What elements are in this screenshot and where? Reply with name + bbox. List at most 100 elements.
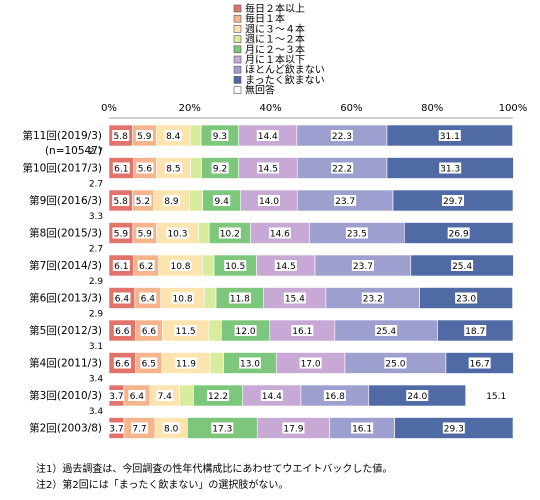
data-label-bg bbox=[134, 195, 152, 206]
data-label-bg bbox=[131, 422, 149, 434]
data-label-bg bbox=[112, 195, 130, 206]
data-label-bg bbox=[468, 357, 491, 369]
bar-segment bbox=[179, 384, 194, 407]
legend-label: 月に２～３本 bbox=[245, 43, 305, 56]
data-label: 14.5 bbox=[258, 165, 278, 175]
legend-label: 月に１本以下 bbox=[245, 53, 305, 66]
data-label: 11.9 bbox=[176, 360, 196, 370]
data-label-bg bbox=[257, 195, 280, 206]
row-label: 第7回(2014/3) bbox=[29, 259, 102, 272]
data-label: 10.5 bbox=[225, 262, 245, 272]
data-label-bg bbox=[291, 325, 314, 336]
data-label-bg bbox=[211, 130, 229, 141]
data-label: 29.7 bbox=[443, 197, 463, 207]
data-label: 6.6 bbox=[115, 327, 130, 337]
data-label-bg bbox=[464, 325, 487, 336]
row-sublabel: (n=10547) bbox=[45, 145, 102, 157]
data-label: 13.0 bbox=[240, 360, 260, 370]
x-tick-label: 80% bbox=[421, 103, 443, 114]
data-label-bg bbox=[330, 130, 353, 141]
legend-swatch bbox=[233, 4, 242, 13]
data-label-bg bbox=[112, 130, 130, 141]
data-label: 3.7 bbox=[109, 425, 123, 435]
data-label: 8.0 bbox=[164, 425, 179, 435]
data-label-bg bbox=[228, 292, 251, 304]
data-label: 16.7 bbox=[470, 360, 490, 370]
data-label: 5.9 bbox=[137, 132, 152, 142]
row-label: 第4回(2011/3) bbox=[29, 357, 102, 370]
row-label: 第2回(2003/8) bbox=[29, 422, 102, 435]
data-label: 22.2 bbox=[332, 165, 352, 175]
data-label-bg bbox=[169, 260, 192, 271]
data-label-bg bbox=[162, 422, 180, 434]
data-label: 6.4 bbox=[141, 295, 156, 305]
data-label: 9.3 bbox=[213, 132, 227, 142]
legend-swatch bbox=[233, 25, 242, 33]
data-label-bg bbox=[112, 162, 130, 174]
data-label: 2.7 bbox=[89, 180, 103, 190]
data-label-bg bbox=[140, 357, 158, 369]
legend-swatch bbox=[233, 45, 242, 54]
footnote-1: 注1）過去調査は、今回調査の性年代構成比にあわせてウエイトバックした値。 bbox=[36, 464, 393, 475]
legend-swatch bbox=[233, 14, 242, 23]
data-label-bg bbox=[140, 325, 158, 336]
data-label-bg bbox=[162, 195, 180, 206]
data-label: 17.0 bbox=[301, 360, 321, 370]
data-label: 2.9 bbox=[89, 310, 104, 320]
legend-swatch bbox=[233, 35, 242, 43]
data-label: 5.8 bbox=[114, 197, 129, 207]
data-label: 22.3 bbox=[332, 132, 352, 142]
row-label: 第6回(2013/3) bbox=[29, 292, 102, 305]
data-label: 7.4 bbox=[158, 392, 173, 402]
data-label: 2.7 bbox=[89, 147, 103, 157]
data-label: 16.1 bbox=[352, 425, 372, 435]
legend-swatch bbox=[233, 65, 242, 74]
data-label-bg bbox=[282, 422, 305, 434]
data-label-bg bbox=[112, 227, 130, 239]
data-label: 16.8 bbox=[325, 392, 345, 402]
data-label-bg bbox=[268, 227, 291, 239]
data-label: 23.2 bbox=[363, 295, 383, 305]
data-label-bg bbox=[238, 357, 261, 369]
x-tick-label: 0% bbox=[101, 103, 117, 114]
data-label: 11.5 bbox=[176, 327, 196, 337]
data-label: 5.9 bbox=[138, 230, 153, 240]
data-label-bg bbox=[234, 325, 257, 336]
data-label: 14.4 bbox=[262, 392, 282, 402]
data-label: 6.5 bbox=[142, 360, 156, 370]
data-label: 3.4 bbox=[89, 375, 104, 385]
data-label: 16.1 bbox=[292, 327, 312, 337]
bar-segment bbox=[202, 254, 215, 277]
data-label: 23.7 bbox=[353, 262, 373, 272]
data-label: 3.3 bbox=[89, 212, 103, 222]
data-label-bg bbox=[136, 162, 154, 174]
data-label: 5.8 bbox=[114, 132, 129, 142]
data-label: 7.7 bbox=[132, 425, 146, 435]
data-label-bg bbox=[331, 162, 354, 174]
data-label: 11.8 bbox=[230, 295, 250, 305]
x-tick-label: 60% bbox=[340, 103, 362, 114]
data-label-bg bbox=[213, 195, 231, 206]
data-label-bg bbox=[274, 260, 297, 271]
data-label-bg bbox=[171, 292, 194, 304]
data-label: 17.9 bbox=[283, 425, 303, 435]
data-label-bg bbox=[334, 195, 357, 206]
legend-label: 週に１～２本 bbox=[245, 33, 305, 46]
data-label-bg bbox=[442, 422, 465, 434]
bar-segment bbox=[190, 157, 202, 179]
legend-label: 無回答 bbox=[245, 84, 275, 97]
legend-label: ほとんど飲まない bbox=[245, 63, 325, 76]
data-label-bg bbox=[455, 292, 478, 304]
data-label-bg bbox=[406, 390, 429, 401]
row-label: 第10回(2017/3) bbox=[23, 162, 103, 175]
data-label-bg bbox=[256, 130, 279, 141]
legend-swatch bbox=[233, 55, 242, 64]
data-label: 17.3 bbox=[212, 425, 232, 435]
data-label-bg bbox=[451, 260, 474, 271]
bar-segment bbox=[204, 287, 217, 309]
data-label: 24.0 bbox=[407, 392, 427, 402]
data-label-bg bbox=[113, 357, 131, 369]
x-tick-label: 20% bbox=[179, 103, 201, 114]
footnote-2: 注2）第2回には「まったく飲まない」の選択肢がない。 bbox=[36, 480, 289, 491]
